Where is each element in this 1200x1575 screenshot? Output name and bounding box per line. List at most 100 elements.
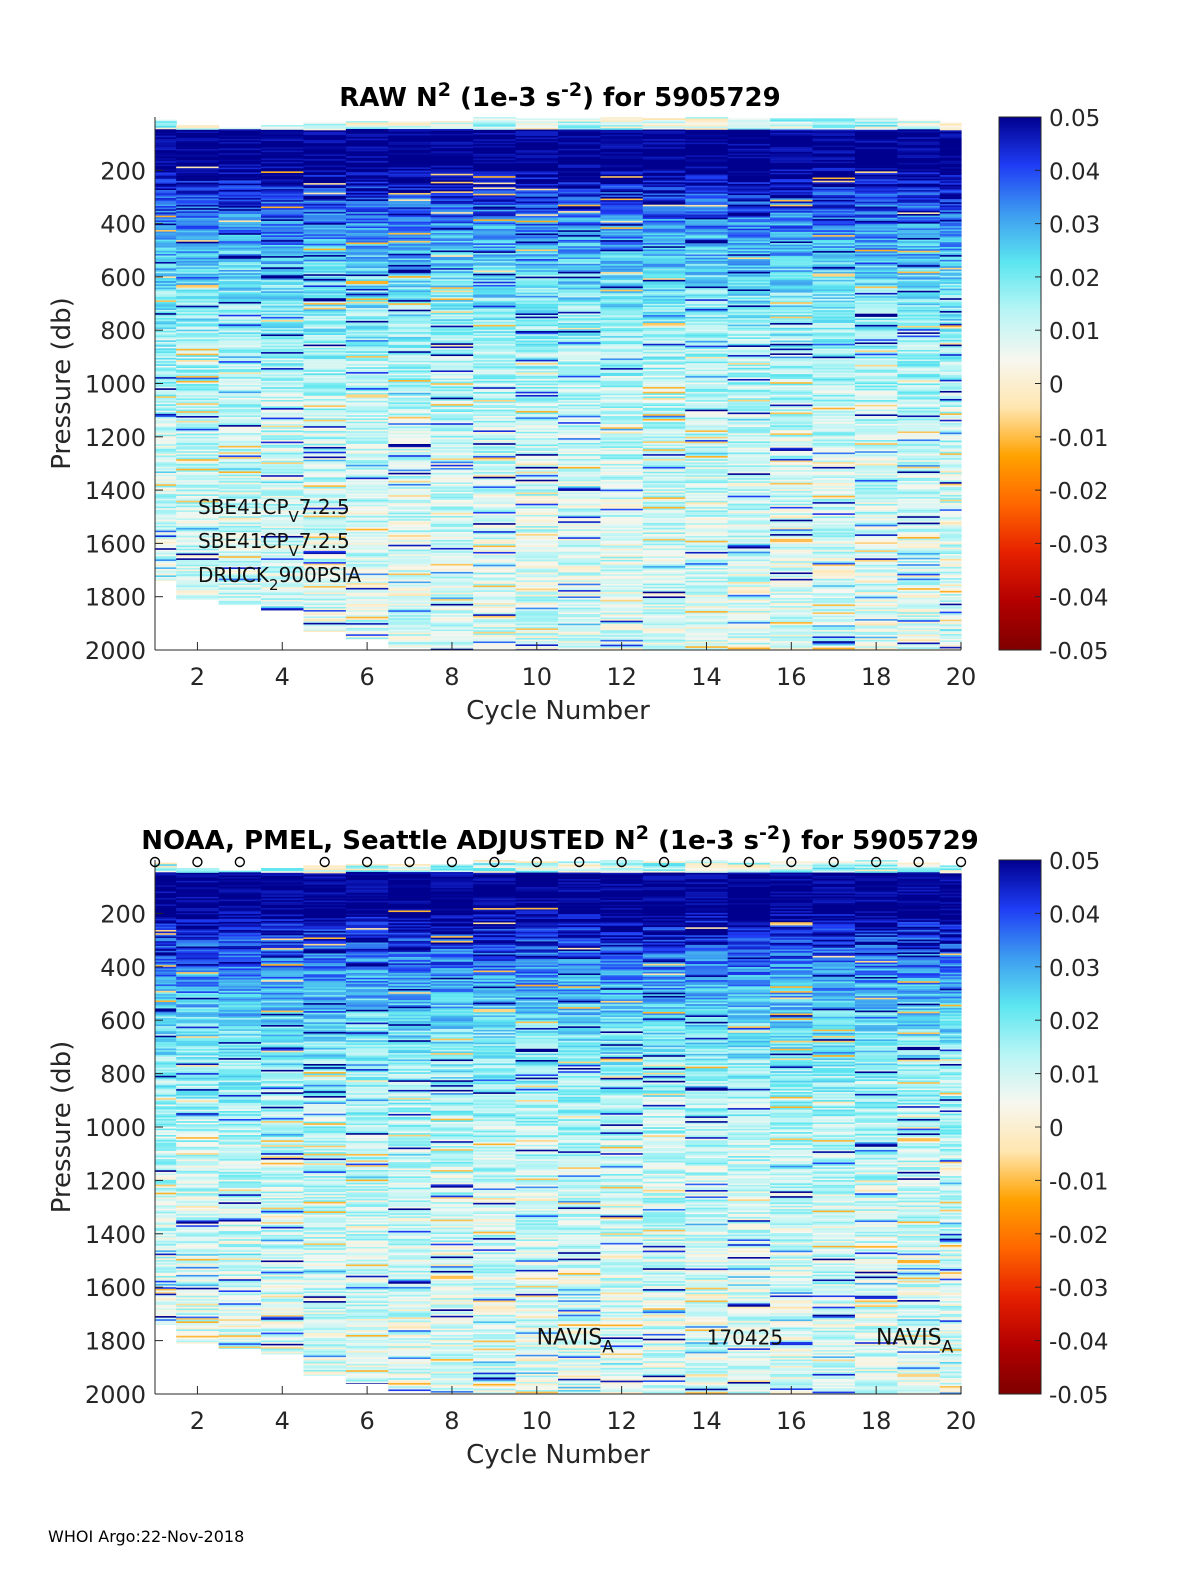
heatmap-cell xyxy=(685,591,729,594)
heatmap-cell xyxy=(345,551,389,554)
heatmap-cell xyxy=(303,283,347,286)
heatmap-cell xyxy=(558,217,602,220)
heatmap-cell xyxy=(685,148,729,151)
heatmap-cell xyxy=(642,310,686,313)
heatmap-cell xyxy=(155,194,177,197)
heatmap-cell xyxy=(642,219,686,222)
heatmap-column xyxy=(515,118,559,651)
heatmap-cell xyxy=(345,568,389,571)
heatmap-cell xyxy=(600,459,644,462)
heatmap-cell xyxy=(155,145,177,148)
heatmap-cell xyxy=(473,334,517,337)
heatmap-cell xyxy=(430,290,474,293)
heatmap-cell xyxy=(515,203,559,206)
heatmap-cell xyxy=(600,563,644,566)
heatmap-cell xyxy=(685,417,729,420)
heatmap-cell xyxy=(600,606,644,609)
heatmap-cell xyxy=(727,334,771,337)
heatmap-cell xyxy=(600,406,644,409)
heatmap-cell xyxy=(727,243,771,246)
heatmap-cell xyxy=(218,303,262,306)
heatmap-cell xyxy=(685,251,729,254)
heatmap-cell xyxy=(261,299,305,302)
heatmap-cell xyxy=(345,421,389,424)
heatmap-cell xyxy=(430,356,474,359)
heatmap-cell xyxy=(176,348,220,351)
heatmap-cell xyxy=(176,502,220,505)
heatmap-cell xyxy=(218,397,262,400)
heatmap-cell xyxy=(345,603,389,606)
heatmap-cell xyxy=(176,425,220,428)
heatmap-cell xyxy=(727,201,771,204)
heatmap-cell xyxy=(303,157,347,160)
heatmap-cell xyxy=(218,367,262,370)
heatmap-cell xyxy=(600,481,644,484)
heatmap-cell xyxy=(218,148,262,151)
heatmap-cell xyxy=(430,173,474,176)
heatmap-cell xyxy=(642,227,686,230)
heatmap-cell xyxy=(430,221,474,224)
heatmap-cell xyxy=(685,556,729,559)
heatmap-cell xyxy=(345,320,389,323)
heatmap-cell xyxy=(261,396,305,399)
heatmap-cell xyxy=(558,281,602,284)
heatmap-cell xyxy=(685,164,729,167)
heatmap-cell xyxy=(261,414,305,417)
heatmap-cell xyxy=(727,545,771,548)
heatmap-cell xyxy=(558,230,602,233)
heatmap-cell xyxy=(261,408,305,411)
heatmap-cell xyxy=(345,192,389,195)
heatmap-cell xyxy=(430,640,474,643)
heatmap-cell xyxy=(345,165,389,168)
heatmap-cell xyxy=(727,558,771,561)
heatmap-cell xyxy=(176,414,220,417)
heatmap-cell xyxy=(155,300,177,303)
heatmap-cell xyxy=(727,540,771,543)
heatmap-cell xyxy=(642,299,686,302)
heatmap-cell xyxy=(176,299,220,302)
heatmap-cell xyxy=(727,598,771,601)
heatmap-cell xyxy=(515,159,559,162)
heatmap-cell xyxy=(685,267,729,270)
heatmap-cell xyxy=(388,515,432,518)
heatmap-cell xyxy=(430,551,474,554)
heatmap-cell xyxy=(261,508,305,511)
heatmap-cell xyxy=(770,254,814,257)
heatmap-cell xyxy=(473,336,517,339)
heatmap-cell xyxy=(685,432,729,434)
heatmap-cell xyxy=(176,153,220,156)
heatmap-cell xyxy=(176,331,220,334)
heatmap-cell xyxy=(388,178,432,181)
heatmap-cell xyxy=(642,642,686,645)
heatmap-cell xyxy=(155,570,177,573)
heatmap-cell xyxy=(473,264,517,267)
heatmap-cell xyxy=(176,288,220,291)
heatmap-cell xyxy=(345,420,389,423)
heatmap-cell xyxy=(261,337,305,340)
heatmap-cell xyxy=(685,276,729,279)
heatmap-cell xyxy=(515,559,559,562)
heatmap-cell xyxy=(261,390,305,393)
heatmap-cell xyxy=(218,172,262,175)
heatmap-cell xyxy=(685,241,729,244)
heatmap-cell xyxy=(685,447,729,450)
heatmap-cell xyxy=(388,637,432,640)
heatmap-cell xyxy=(155,380,177,383)
heatmap-cell xyxy=(600,166,644,169)
heatmap-cell xyxy=(388,507,432,510)
heatmap-cell xyxy=(558,206,602,209)
heatmap-cell xyxy=(388,184,432,187)
heatmap-cell xyxy=(473,352,517,355)
heatmap-cell xyxy=(303,342,347,345)
heatmap-cell xyxy=(515,396,559,399)
heatmap-cell xyxy=(558,510,602,513)
heatmap-cell xyxy=(345,599,389,602)
heatmap-cell xyxy=(515,433,559,436)
heatmap-cell xyxy=(642,166,686,169)
heatmap-cell xyxy=(558,268,602,271)
heatmap-cell xyxy=(303,333,347,336)
heatmap-cell xyxy=(685,390,729,393)
heatmap-cell xyxy=(473,454,517,457)
heatmap-cell xyxy=(155,285,177,288)
heatmap-cell xyxy=(303,143,347,146)
